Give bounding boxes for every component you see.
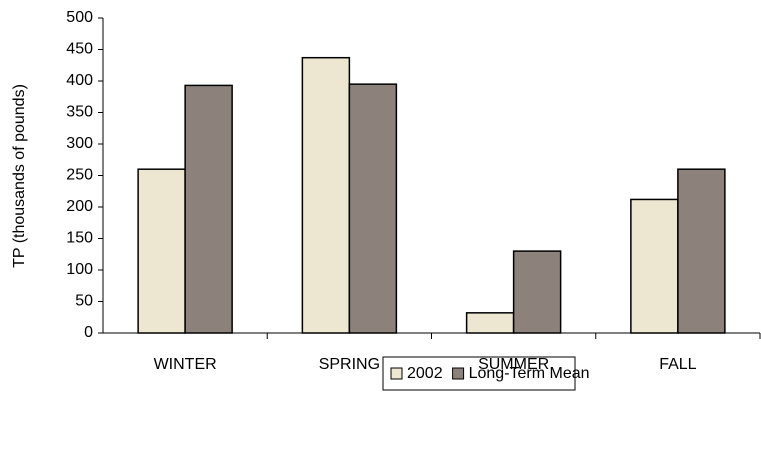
y-tick-label: 100 xyxy=(66,261,93,278)
y-tick-label: 400 xyxy=(66,72,93,89)
y-tick-label: 250 xyxy=(66,167,93,184)
y-tick-label: 200 xyxy=(66,198,93,215)
legend-label: 2002 xyxy=(407,365,443,382)
legend-box xyxy=(382,356,576,391)
bar xyxy=(348,83,398,334)
bar xyxy=(184,84,233,334)
y-axis-label: TP (thousands of pounds) xyxy=(11,84,28,268)
y-tick-label: 150 xyxy=(66,230,93,247)
y-tick-label: 0 xyxy=(84,324,93,341)
bar xyxy=(301,56,351,334)
legend-label: Long-Term Mean xyxy=(469,365,590,382)
legend-swatch xyxy=(452,367,465,380)
y-tick-label: 300 xyxy=(66,135,93,152)
bar xyxy=(465,312,515,334)
bar xyxy=(137,168,186,334)
y-tick-label: 50 xyxy=(75,293,93,310)
y-tick-label: 450 xyxy=(66,41,93,58)
bar xyxy=(630,198,679,334)
x-tick-label: SUMMER xyxy=(478,356,549,373)
y-tick-label: 350 xyxy=(66,104,93,121)
x-tick-label: SPRING xyxy=(319,356,380,373)
y-tick-label: 500 xyxy=(66,9,93,26)
bar xyxy=(512,250,562,334)
legend-swatch xyxy=(390,367,403,380)
x-tick-label: FALL xyxy=(659,356,696,373)
bar xyxy=(677,168,726,334)
x-tick-label: WINTER xyxy=(154,356,217,373)
